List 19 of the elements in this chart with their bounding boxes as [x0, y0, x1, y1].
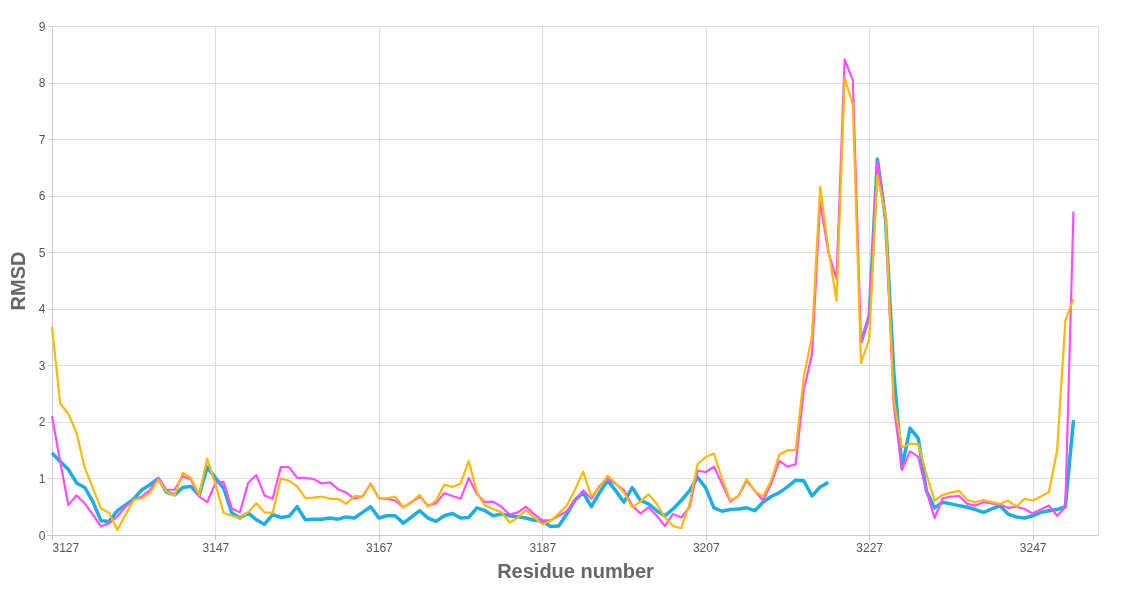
- x-tick-label: 3167: [366, 540, 394, 555]
- y-tick-label: 5: [38, 245, 46, 260]
- y-tick-label: 6: [38, 189, 46, 204]
- y-tick-label: 8: [38, 76, 46, 91]
- x-tick-label: 3207: [692, 540, 720, 555]
- x-axis-title: Residue number: [497, 559, 655, 582]
- x-tick-label: 3247: [1019, 540, 1047, 555]
- y-axis-title: RMSD: [6, 251, 29, 311]
- x-tick-label: 3227: [856, 540, 884, 555]
- y-tick-label: 4: [38, 302, 46, 317]
- y-tick-label: 1: [38, 471, 46, 486]
- y-tick-label: 9: [38, 19, 46, 34]
- x-tick-label: 3127: [52, 540, 80, 555]
- y-tick-label: 7: [38, 132, 46, 147]
- x-tick-label: 3187: [529, 540, 557, 555]
- y-tick-label: 2: [38, 415, 46, 430]
- y-tick-label: 3: [38, 358, 46, 373]
- y-tick-label: 0: [38, 528, 46, 543]
- x-tick-label: 3147: [202, 540, 230, 555]
